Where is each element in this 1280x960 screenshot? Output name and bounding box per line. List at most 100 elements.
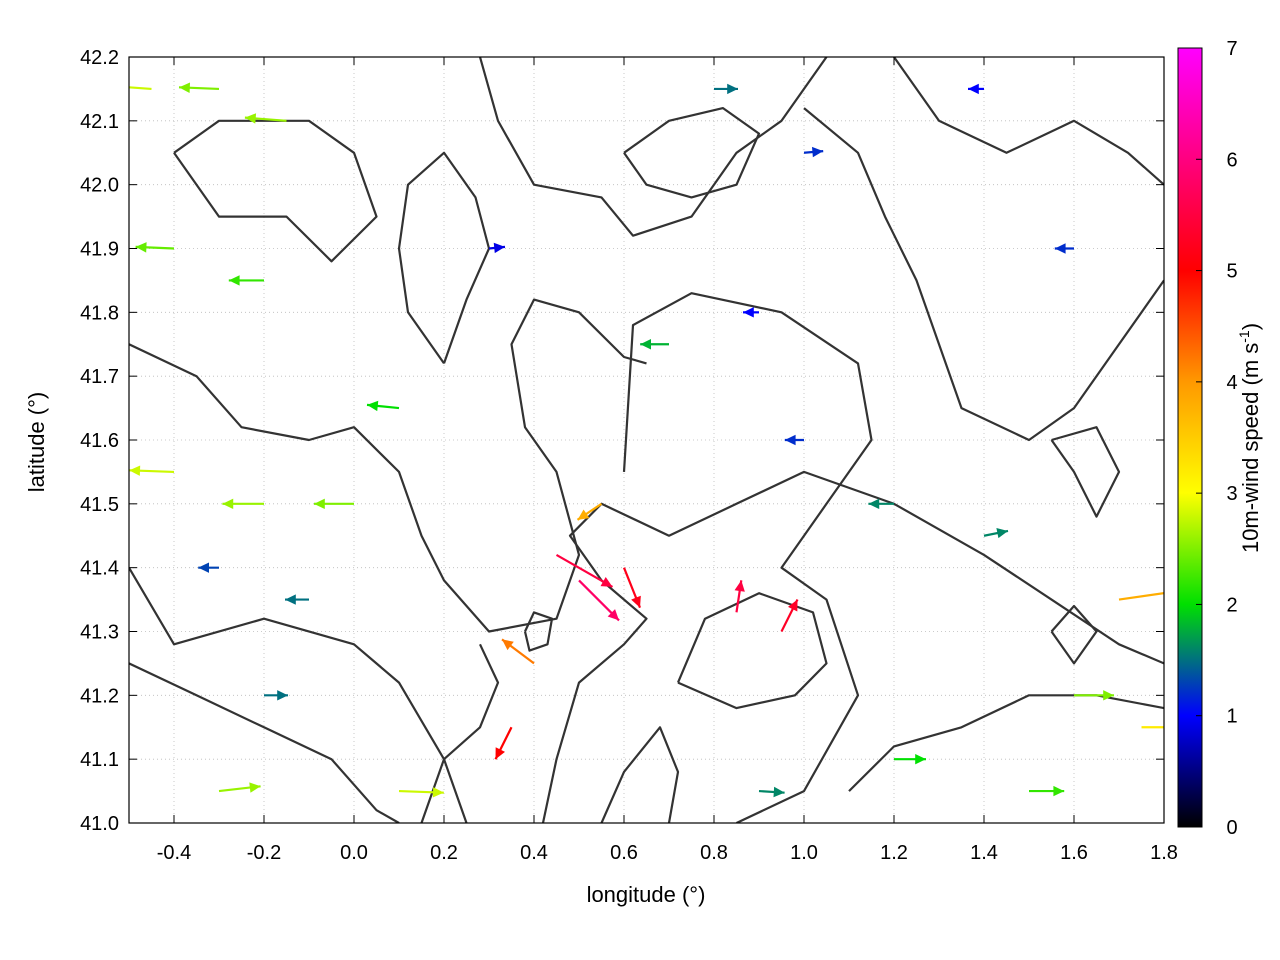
contour-line bbox=[541, 470, 1164, 823]
wind-vector bbox=[398, 787, 444, 798]
contour-line bbox=[129, 298, 647, 633]
contour-line bbox=[600, 726, 680, 823]
colorbar-tick-label: 3 bbox=[1226, 483, 1237, 505]
contour-line bbox=[1050, 604, 1098, 665]
wind-vector bbox=[366, 400, 400, 412]
x-tick-label: 1.0 bbox=[790, 842, 818, 864]
wind-vector bbox=[198, 562, 219, 573]
wind-vector-head bbox=[640, 339, 652, 350]
wind-vector bbox=[1141, 726, 1164, 729]
contour-line bbox=[622, 292, 873, 823]
wind-vector-head bbox=[996, 527, 1008, 539]
y-tick-label: 41.4 bbox=[80, 558, 119, 580]
wind-vector-head bbox=[228, 275, 240, 286]
wind-vector-head bbox=[743, 307, 754, 318]
y-tick-label: 42.2 bbox=[80, 47, 119, 69]
wind-vector bbox=[576, 502, 603, 521]
wind-vector bbox=[784, 434, 804, 446]
contour-line bbox=[397, 151, 491, 365]
y-tick-label: 41.3 bbox=[80, 622, 119, 644]
wind-vector bbox=[578, 579, 620, 622]
colorbar-label-close: ) bbox=[1238, 323, 1263, 330]
contour-line bbox=[173, 119, 378, 263]
y-axis-label: latitude (°) bbox=[24, 392, 49, 493]
wind-vector-head bbox=[277, 690, 288, 701]
contour-line bbox=[129, 662, 400, 823]
y-tick-label: 42.0 bbox=[80, 175, 119, 197]
wind-vector bbox=[1074, 690, 1114, 701]
wind-vector-head bbox=[868, 498, 880, 510]
wind-vector-head bbox=[244, 113, 257, 124]
contour-line bbox=[1050, 426, 1121, 518]
x-tick-label: -0.4 bbox=[157, 842, 191, 864]
wind-vector-head bbox=[811, 146, 824, 158]
colorbar bbox=[1177, 47, 1203, 828]
wind-vector bbox=[734, 580, 745, 613]
wind-vector-head bbox=[787, 599, 798, 612]
contour-line bbox=[893, 57, 1164, 186]
wind-vector bbox=[868, 498, 894, 510]
wind-vector-head bbox=[1163, 587, 1164, 591]
wind-vector bbox=[714, 83, 738, 95]
x-tick-label: 1.4 bbox=[970, 842, 998, 864]
wind-vector-head bbox=[285, 594, 296, 605]
wind-vector bbox=[222, 498, 264, 510]
wind-vector bbox=[622, 567, 642, 609]
x-tick-label: 0.2 bbox=[430, 842, 458, 864]
colorbar-tick-label: 4 bbox=[1226, 372, 1237, 394]
colorbar-tick-label: 5 bbox=[1226, 261, 1237, 283]
wind-vector bbox=[494, 726, 513, 760]
contour-line bbox=[676, 592, 828, 710]
wind-vector-head bbox=[631, 595, 641, 608]
wind-vector bbox=[285, 594, 309, 605]
wind-vectors bbox=[129, 82, 1164, 798]
y-tick-label: 41.6 bbox=[80, 430, 119, 452]
colorbar-ticks: 0 1 2 3 4 5 6 7 bbox=[1196, 38, 1238, 839]
wind-vector-shaft bbox=[1118, 592, 1164, 601]
x-tick-label: -0.2 bbox=[247, 842, 281, 864]
wind-vector bbox=[555, 553, 614, 588]
wind-vector bbox=[244, 113, 287, 124]
colorbar-tick-label: 0 bbox=[1226, 817, 1237, 839]
y-tick-label: 42.1 bbox=[80, 111, 119, 133]
wind-vector-head bbox=[198, 562, 210, 573]
wind-vector bbox=[968, 83, 984, 95]
y-tick-label: 41.7 bbox=[80, 366, 119, 388]
x-tick-label: 0.0 bbox=[340, 842, 368, 864]
wind-vector-head bbox=[1103, 690, 1114, 701]
colorbar-tick-label: 6 bbox=[1226, 149, 1237, 171]
wind-vector bbox=[743, 307, 759, 318]
wind-vector-head bbox=[968, 83, 979, 95]
wind-vector-head bbox=[607, 609, 619, 621]
wind-vector-head bbox=[734, 580, 745, 592]
wind-vector-head bbox=[495, 747, 506, 760]
terrain-contours bbox=[129, 57, 1164, 823]
wind-vector bbox=[488, 242, 506, 254]
contour-line bbox=[478, 57, 828, 237]
wind-vector-head bbox=[493, 242, 505, 254]
wind-vector-head bbox=[367, 400, 379, 412]
wind-vector-head bbox=[784, 434, 796, 446]
y-tick-label: 41.8 bbox=[80, 302, 119, 324]
wind-vector-head bbox=[600, 577, 613, 587]
contour-line bbox=[803, 107, 1164, 442]
wind-vector-head bbox=[1054, 243, 1066, 254]
y-axis: 41.0 41.1 41.2 41.3 41.4 41.5 41.6 41.7 41.8 41.9… bbox=[80, 47, 1164, 835]
wind-vector bbox=[1118, 587, 1164, 601]
colorbar-tick-label: 1 bbox=[1226, 706, 1237, 728]
wind-vector-head bbox=[432, 787, 444, 798]
colorbar-tick-label: 7 bbox=[1226, 38, 1237, 60]
y-tick-label: 41.0 bbox=[80, 813, 119, 835]
x-tick-label: 0.8 bbox=[700, 842, 728, 864]
wind-vector-head bbox=[502, 639, 514, 651]
wind-vector bbox=[264, 690, 288, 701]
wind-vector-head bbox=[179, 82, 191, 93]
wind-vector-head bbox=[129, 465, 141, 476]
x-axis-label: longitude (°) bbox=[587, 882, 706, 907]
colorbar-label: 10m-wind speed (m s-1) bbox=[1236, 323, 1263, 553]
contour-line bbox=[420, 643, 500, 823]
wind-vector-head bbox=[577, 509, 590, 520]
x-tick-label: 0.4 bbox=[520, 842, 548, 864]
wind-vector-head bbox=[135, 242, 147, 253]
